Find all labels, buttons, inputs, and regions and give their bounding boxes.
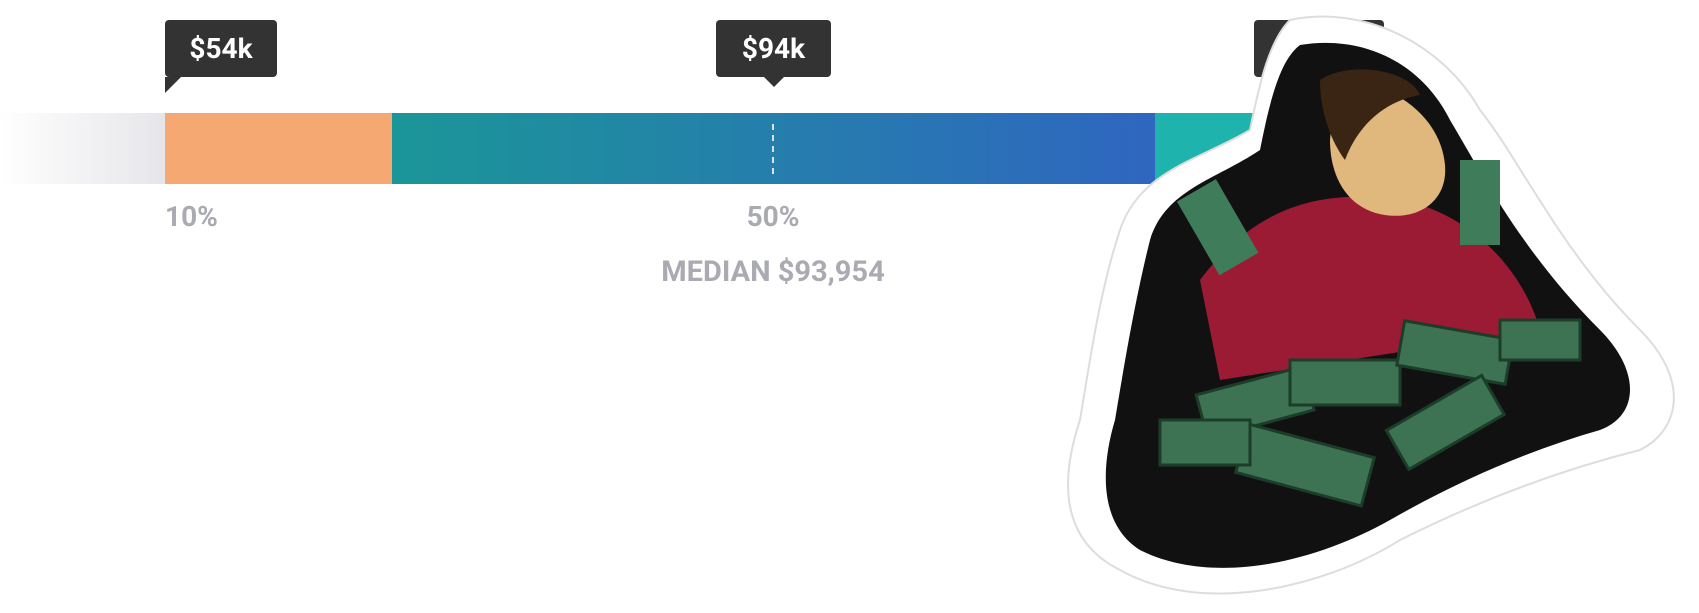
percentile-10: 10% (165, 200, 218, 233)
median-line (772, 124, 774, 174)
median-label: MEDIAN $93,954 (661, 255, 885, 289)
bar-low (165, 113, 392, 184)
percentile-50: 50% (746, 200, 800, 233)
marker-50: $94k (716, 20, 831, 87)
bar-fade (0, 113, 165, 184)
marker-10: $54k (165, 20, 277, 93)
